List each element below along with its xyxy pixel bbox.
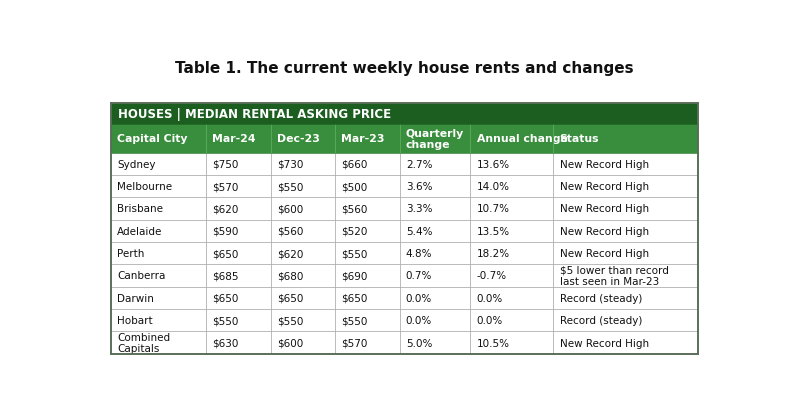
Text: $620: $620: [212, 204, 238, 214]
Text: $570: $570: [212, 182, 238, 192]
Text: $680: $680: [277, 271, 303, 281]
Text: $600: $600: [277, 338, 303, 348]
Text: $600: $600: [277, 204, 303, 214]
Bar: [110, 153, 697, 176]
Text: 0.0%: 0.0%: [406, 315, 432, 325]
Text: $570: $570: [342, 338, 368, 348]
Text: 10.5%: 10.5%: [477, 338, 510, 348]
Text: Hobart: Hobart: [117, 315, 152, 325]
Text: Melbourne: Melbourne: [117, 182, 172, 192]
Text: HOUSES | MEDIAN RENTAL ASKING PRICE: HOUSES | MEDIAN RENTAL ASKING PRICE: [118, 107, 391, 121]
Text: $550: $550: [277, 315, 303, 325]
Text: $620: $620: [277, 249, 303, 259]
Text: $550: $550: [212, 315, 238, 325]
Text: $630: $630: [212, 338, 238, 348]
Text: 4.8%: 4.8%: [406, 249, 432, 259]
Text: -0.7%: -0.7%: [477, 271, 507, 281]
Text: $560: $560: [342, 204, 368, 214]
Text: Brisbane: Brisbane: [117, 204, 163, 214]
Text: $750: $750: [212, 159, 238, 169]
Text: 5.0%: 5.0%: [406, 338, 432, 348]
Text: Sydney: Sydney: [117, 159, 155, 169]
Text: 0.0%: 0.0%: [477, 293, 503, 303]
Text: Combined
Capitals: Combined Capitals: [117, 332, 170, 353]
Bar: [110, 265, 697, 287]
Text: 3.6%: 3.6%: [406, 182, 432, 192]
Text: New Record High: New Record High: [559, 226, 649, 236]
Text: 13.6%: 13.6%: [477, 159, 510, 169]
Text: Quarterly
change: Quarterly change: [406, 128, 464, 150]
Bar: [110, 309, 697, 332]
Text: Perth: Perth: [117, 249, 144, 259]
Text: $560: $560: [277, 226, 303, 236]
Text: 5.4%: 5.4%: [406, 226, 432, 236]
Text: $650: $650: [212, 249, 238, 259]
Bar: [110, 104, 697, 124]
Text: $5 lower than record
last seen in Mar-23: $5 lower than record last seen in Mar-23: [559, 265, 668, 287]
Text: Record (steady): Record (steady): [559, 315, 642, 325]
Text: Mar-23: Mar-23: [342, 134, 385, 144]
Text: $660: $660: [342, 159, 368, 169]
Bar: [110, 220, 697, 242]
Text: 13.5%: 13.5%: [477, 226, 510, 236]
Text: $500: $500: [342, 182, 368, 192]
Text: $590: $590: [212, 226, 238, 236]
Text: Canberra: Canberra: [117, 271, 166, 281]
Text: 2.7%: 2.7%: [406, 159, 432, 169]
Text: 14.0%: 14.0%: [477, 182, 510, 192]
Text: New Record High: New Record High: [559, 204, 649, 214]
Text: Annual change: Annual change: [477, 134, 567, 144]
Text: Mar-24: Mar-24: [212, 134, 256, 144]
Text: $550: $550: [342, 315, 368, 325]
Text: 0.7%: 0.7%: [406, 271, 432, 281]
Text: New Record High: New Record High: [559, 249, 649, 259]
Bar: [110, 332, 697, 354]
Text: 10.7%: 10.7%: [477, 204, 510, 214]
Bar: [110, 287, 697, 309]
Text: New Record High: New Record High: [559, 159, 649, 169]
Text: New Record High: New Record High: [559, 182, 649, 192]
Text: Status: Status: [559, 134, 599, 144]
Text: Dec-23: Dec-23: [277, 134, 320, 144]
Bar: [110, 124, 697, 153]
Text: 18.2%: 18.2%: [477, 249, 510, 259]
Text: New Record High: New Record High: [559, 338, 649, 348]
Text: Adelaide: Adelaide: [117, 226, 163, 236]
Text: Record (steady): Record (steady): [559, 293, 642, 303]
Text: 0.0%: 0.0%: [406, 293, 432, 303]
Text: $520: $520: [342, 226, 368, 236]
Text: $550: $550: [342, 249, 368, 259]
Text: $685: $685: [212, 271, 239, 281]
Text: $730: $730: [277, 159, 303, 169]
Text: $650: $650: [342, 293, 368, 303]
Text: $650: $650: [212, 293, 238, 303]
Bar: [110, 198, 697, 220]
Text: $690: $690: [342, 271, 368, 281]
Text: $550: $550: [277, 182, 303, 192]
Text: $650: $650: [277, 293, 303, 303]
Text: Darwin: Darwin: [117, 293, 154, 303]
Bar: [110, 176, 697, 198]
Text: Table 1. The current weekly house rents and changes: Table 1. The current weekly house rents …: [175, 61, 634, 75]
Text: 3.3%: 3.3%: [406, 204, 432, 214]
Text: 0.0%: 0.0%: [477, 315, 503, 325]
Text: Capital City: Capital City: [117, 134, 188, 144]
Bar: [110, 242, 697, 265]
